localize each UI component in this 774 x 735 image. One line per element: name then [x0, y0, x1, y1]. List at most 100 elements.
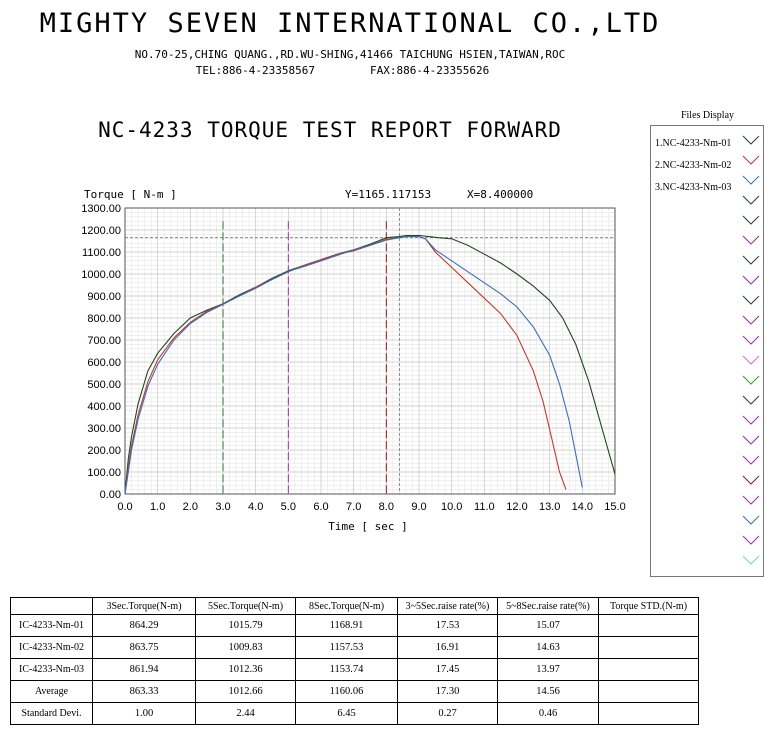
table-row-label: IC-4233-Nm-03 — [10, 658, 93, 681]
table-header-cell: 8Sec.Torque(N-m) — [295, 597, 398, 615]
x-tick-label: 4.0 — [248, 501, 263, 513]
file-color-swatches — [742, 135, 760, 565]
table-cell: 17.45 — [397, 658, 498, 681]
table-cell: 863.33 — [92, 680, 196, 703]
x-tick-label: 6.0 — [313, 501, 328, 513]
file-color-swatch — [742, 275, 760, 285]
table-cell: 1009.83 — [195, 636, 296, 659]
table-cell: 17.30 — [397, 680, 498, 703]
y-tick-label: 0.00 — [100, 489, 121, 501]
company-name: MIGHTY SEVEN INTERNATIONAL CO.,LTD — [39, 8, 661, 39]
table-cell: 17.53 — [397, 614, 498, 637]
y-tick-label: 1000.00 — [81, 269, 121, 281]
x-tick-label: 7.0 — [346, 501, 361, 513]
file-color-swatch — [742, 315, 760, 325]
file-color-swatch — [742, 195, 760, 205]
table-row-label: Standard Devi. — [10, 702, 93, 725]
file-color-swatch — [742, 535, 760, 545]
cursor-x-readout: X=8.400000 — [467, 188, 533, 201]
table-cell: 0.27 — [397, 702, 498, 725]
plot-frame — [124, 207, 616, 495]
file-color-swatch — [742, 295, 760, 305]
table-cell: 1015.79 — [195, 614, 296, 637]
table-header-cell: Torque STD.(N-m) — [598, 597, 699, 615]
file-item-1[interactable]: 1.NC-4233-Nm-01 — [655, 138, 732, 149]
series-line-2 — [124, 236, 567, 495]
x-tick-label: 14.0 — [572, 501, 593, 513]
file-color-swatch — [742, 215, 760, 225]
table-row: Average 863.33 1012.66 1160.06 17.30 14.56 — [10, 680, 699, 703]
file-color-swatch — [742, 455, 760, 465]
table-cell: 2.44 — [195, 702, 296, 725]
table-header-cell: 5~8Sec.raise rate(%) — [497, 597, 599, 615]
table-cell: 14.56 — [497, 680, 599, 703]
table-cell: 0.46 — [497, 702, 599, 725]
table-row: IC-4233-Nm-01 864.29 1015.79 1168.91 17.53 15… — [10, 614, 699, 637]
table-row: Standard Devi. 1.00 2.44 6.45 0.27 0.46 — [10, 702, 699, 725]
series-line-3 — [124, 236, 583, 495]
x-tick-label: 3.0 — [215, 501, 230, 513]
y-tick-label: 800.00 — [87, 313, 121, 325]
file-item-3[interactable]: 3.NC-4233-Nm-03 — [655, 182, 732, 193]
file-color-swatch — [742, 555, 760, 565]
table-cell: 1.00 — [92, 702, 196, 725]
files-display-title: Files Display — [680, 110, 735, 121]
table-cell: 861.94 — [92, 658, 196, 681]
table-cell: 1012.36 — [195, 658, 296, 681]
y-tick-label: 900.00 — [87, 291, 121, 303]
x-tick-label: 15.0 — [604, 501, 625, 513]
y-tick-label: 1200.00 — [81, 225, 121, 237]
x-tick-label: 9.0 — [411, 501, 426, 513]
table-cell — [598, 702, 699, 725]
y-tick-label: 1100.00 — [82, 247, 121, 259]
table-cell: 6.45 — [295, 702, 398, 725]
file-color-swatch — [742, 495, 760, 505]
x-axis-label: Time [ sec ] — [328, 520, 407, 533]
torque-chart: 0.00 100.00 200.00 300.00 400.00 500.00 600.00… — [81, 188, 625, 533]
x-tick-label: 12.0 — [506, 501, 527, 513]
file-color-swatch — [742, 435, 760, 445]
table-row: IC-4233-Nm-02 863.75 1009.83 1157.53 16.91 14… — [10, 636, 699, 659]
file-color-swatch — [742, 395, 760, 405]
y-axis-label: Torque [ N-m ] — [84, 188, 177, 201]
company-fax: FAX:886-4-23355626 — [370, 64, 490, 77]
y-tick-label: 200.00 — [87, 445, 121, 457]
file-color-swatch — [742, 255, 760, 265]
file-color-swatch — [742, 375, 760, 385]
file-item-2[interactable]: 2.NC-4233-Nm-02 — [655, 160, 732, 171]
company-address: NO.70-25,CHING QUANG.,RD.WU-SHING,41466 … — [134, 48, 566, 61]
x-tick-label: 8.0 — [379, 501, 394, 513]
x-tick-label: 5.0 — [281, 501, 296, 513]
table-cell: 13.97 — [497, 658, 599, 681]
table-header-cell: 5Sec.Torque(N-m) — [195, 597, 296, 615]
table-cell — [598, 680, 699, 703]
table-cell: 1168.91 — [295, 614, 398, 637]
file-color-swatch — [742, 235, 760, 245]
file-color-swatch — [742, 415, 760, 425]
y-tick-label: 400.00 — [87, 401, 121, 413]
x-tick-label: 13.0 — [539, 501, 560, 513]
y-tick-label: 100.00 — [87, 467, 121, 479]
table-cell: 1160.06 — [295, 680, 398, 703]
table-cell — [598, 636, 699, 659]
file-color-swatch — [742, 155, 760, 165]
y-tick-label: 600.00 — [87, 357, 121, 369]
file-color-swatch — [742, 175, 760, 185]
table-row-label: IC-4233-Nm-02 — [10, 636, 93, 659]
file-color-swatch — [742, 515, 760, 525]
table-cell: 15.07 — [497, 614, 599, 637]
table-cell: 864.29 — [92, 614, 196, 637]
table-cell: 863.75 — [92, 636, 196, 659]
x-tick-label: 1.0 — [150, 501, 165, 513]
y-tick-label: 300.00 — [87, 423, 121, 435]
table-cell: 1012.66 — [195, 680, 296, 703]
y-tick-label: 500.00 — [87, 379, 121, 391]
table-row: IC-4233-Nm-03 861.94 1012.36 1153.74 17.45 13… — [10, 658, 699, 681]
company-tel: TEL:886-4-23358567 — [195, 64, 315, 77]
series-line-1 — [124, 234, 616, 495]
table-header-cell: 3Sec.Torque(N-m) — [92, 597, 196, 615]
table-header-row: 3Sec.Torque(N-m) 5Sec.Torque(N-m) 8Sec.Tor… — [10, 597, 699, 615]
table-cell: 1157.53 — [295, 636, 398, 659]
files-display-list[interactable]: 1.NC-4233-Nm-01 2.NC-4233-Nm-02 3.NC-423… — [650, 125, 764, 577]
x-tick-label: 11.0 — [474, 501, 495, 513]
